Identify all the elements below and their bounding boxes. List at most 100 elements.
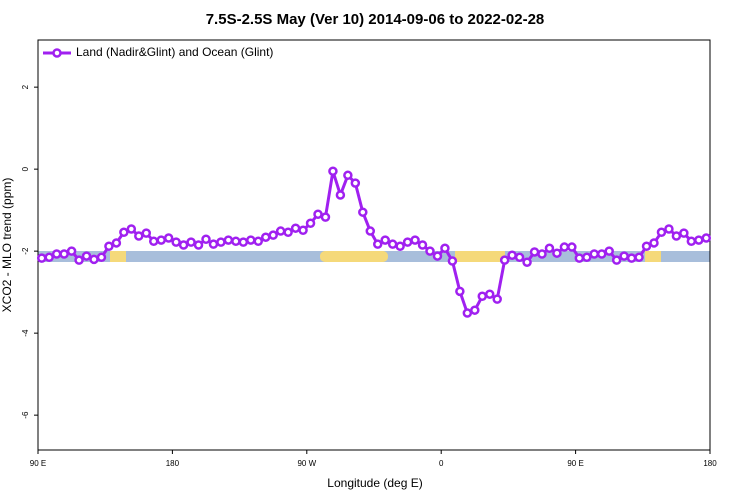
data-point xyxy=(178,240,189,250)
x-tick-label: 90 W xyxy=(297,459,316,468)
data-point xyxy=(529,247,540,257)
data-point xyxy=(275,226,286,236)
data-point xyxy=(611,255,622,265)
data-point xyxy=(604,246,614,256)
legend-label: Land (Nadir&Glint) and Ocean (Glint) xyxy=(76,45,273,59)
land-band xyxy=(320,251,388,262)
data-point xyxy=(268,230,278,240)
data-point xyxy=(96,252,107,263)
data-point xyxy=(81,251,92,261)
data-point xyxy=(335,190,346,200)
land-band xyxy=(455,251,505,262)
data-point xyxy=(126,224,137,234)
data-point xyxy=(641,241,652,251)
data-point xyxy=(111,238,122,248)
data-point xyxy=(567,242,577,252)
data-point xyxy=(552,248,562,258)
data-point xyxy=(522,257,532,267)
data-point xyxy=(492,294,502,304)
data-point xyxy=(66,246,77,256)
data-point xyxy=(119,227,129,238)
data-point xyxy=(440,243,450,254)
data-point xyxy=(193,240,204,250)
data-point xyxy=(507,250,517,260)
data-point xyxy=(425,246,435,256)
data-point xyxy=(387,239,398,249)
x-axis-label: Longitude (deg E) xyxy=(327,476,422,490)
data-point xyxy=(201,234,211,245)
y-axis-label: XCO2 - MLO trend (ppm) xyxy=(0,178,14,313)
x-tick-label: 90 E xyxy=(30,459,46,468)
data-point xyxy=(664,224,674,234)
data-point xyxy=(328,166,338,176)
x-tick-label: 180 xyxy=(703,459,717,468)
data-point xyxy=(477,291,488,301)
data-point xyxy=(171,237,181,247)
data-point xyxy=(216,237,226,247)
data-point xyxy=(537,249,547,259)
data-point xyxy=(253,236,264,247)
data-point xyxy=(596,249,607,259)
data-point xyxy=(358,207,368,217)
data-point xyxy=(313,209,323,219)
data-point xyxy=(59,249,69,259)
data-point xyxy=(231,236,241,247)
data-point xyxy=(462,308,473,318)
data-point xyxy=(365,226,376,236)
data-point xyxy=(671,231,682,241)
data-point xyxy=(589,249,600,259)
data-point xyxy=(649,238,659,248)
data-point xyxy=(372,239,383,249)
data-point xyxy=(156,235,166,245)
data-point xyxy=(432,251,443,261)
data-point xyxy=(89,254,99,265)
x-tick-label: 90 E xyxy=(567,459,583,468)
data-point xyxy=(470,305,480,315)
plot-frame xyxy=(37,39,711,451)
data-point xyxy=(290,223,301,233)
y-tick-label: -4 xyxy=(21,329,30,337)
legend-marker xyxy=(52,48,62,58)
data-point xyxy=(298,225,308,235)
data-point xyxy=(283,227,293,238)
data-point xyxy=(186,237,196,247)
land-band xyxy=(645,251,661,262)
data-point xyxy=(402,237,413,247)
data-point xyxy=(619,251,629,261)
data-point xyxy=(626,253,637,263)
y-tick-label: 0 xyxy=(21,166,30,171)
data-point xyxy=(148,236,159,247)
data-point xyxy=(455,286,465,297)
land-band xyxy=(110,251,126,262)
data-point xyxy=(208,239,219,249)
data-point xyxy=(238,237,249,247)
chart-title: 7.5S-2.5S May (Ver 10) 2014-09-06 to 202… xyxy=(206,11,545,28)
data-point xyxy=(686,236,697,247)
data-point xyxy=(163,233,174,243)
data-point xyxy=(410,235,420,245)
data-point xyxy=(514,252,525,263)
data-point xyxy=(574,253,585,263)
data-point xyxy=(350,178,361,188)
data-point xyxy=(582,252,592,263)
y-tick-label: -6 xyxy=(21,411,30,419)
data-point xyxy=(44,252,54,263)
data-point xyxy=(134,231,144,241)
data-point xyxy=(447,256,458,266)
y-tick-label: 2 xyxy=(21,84,30,89)
data-point xyxy=(74,255,84,265)
data-point xyxy=(679,228,689,238)
x-tick-label: 0 xyxy=(439,459,444,468)
data-point xyxy=(380,235,390,245)
data-point xyxy=(484,289,495,299)
data-point xyxy=(320,212,331,222)
data-point xyxy=(246,235,256,245)
data-point xyxy=(634,252,644,263)
data-point xyxy=(104,241,114,251)
data-point xyxy=(51,249,62,259)
data-point xyxy=(36,253,47,263)
data-point xyxy=(223,235,234,245)
data-point xyxy=(559,242,570,252)
data-point xyxy=(305,218,316,229)
data-point xyxy=(701,233,712,243)
